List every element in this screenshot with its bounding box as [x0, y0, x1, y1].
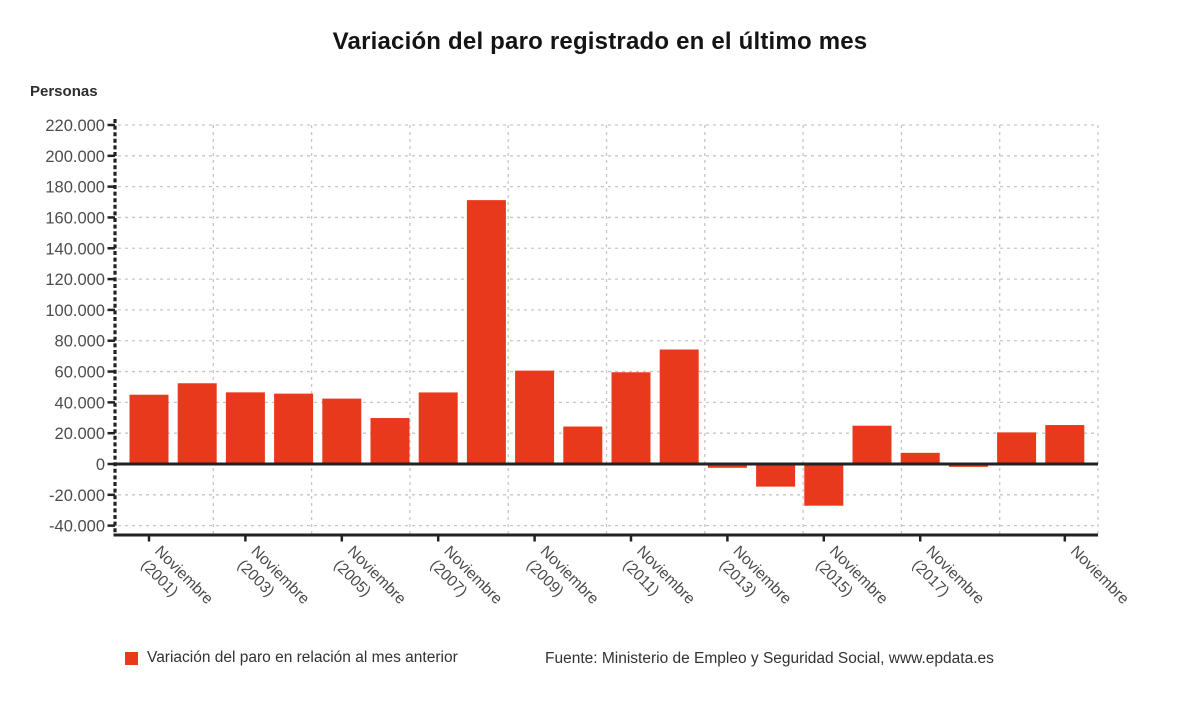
y-tick-label: 160.000 [45, 209, 105, 227]
bar-noviembre-2011 [611, 372, 651, 464]
y-tick-label: 20.000 [55, 425, 105, 443]
x-tick-label: Noviembre(2003) [234, 543, 313, 622]
x-tick-label: Noviembre [1067, 543, 1132, 608]
bar-noviembre-2006 [370, 418, 410, 464]
y-tick-label: 200.000 [45, 148, 105, 166]
bar-noviembre-2009 [515, 370, 555, 464]
x-tick-label: Noviembre(2011) [619, 543, 698, 622]
y-axis-title: Personas [30, 83, 98, 100]
bar-noviembre-2005 [322, 398, 362, 464]
bar-noviembre-2001 [129, 394, 169, 464]
bar-noviembre-2008 [466, 200, 506, 464]
bar-noviembre-2002 [177, 383, 217, 464]
y-tick-label: 100.000 [45, 302, 105, 320]
bar-noviembre-2003 [225, 392, 265, 464]
y-tick-label: 180.000 [45, 179, 105, 197]
bar-noviembre-2004 [274, 393, 314, 464]
y-tick-label: 40.000 [55, 394, 105, 412]
x-tick-label: Noviembre(2013) [716, 543, 795, 622]
x-tick-label: Noviembre(2005) [330, 543, 409, 622]
x-tick-label: Noviembre(2015) [812, 543, 891, 622]
legend-label: Variación del paro en relación al mes an… [147, 649, 458, 666]
bar-noviembre-2019 [997, 432, 1037, 464]
y-tick-label: -40.000 [49, 518, 105, 536]
bar-noviembre-2016 [852, 425, 892, 464]
bar-noviembre-2007 [418, 392, 458, 464]
y-tick-label: 220.000 [45, 117, 105, 135]
y-tick-label: 80.000 [55, 333, 105, 351]
bar-noviembre-2015 [804, 464, 844, 506]
bar-noviembre-2012 [659, 349, 699, 464]
legend: Variación del paro en relación al mes an… [125, 649, 458, 667]
bar-noviembre-2017 [900, 452, 940, 464]
chart-title: Variación del paro registrado en el últi… [332, 28, 868, 55]
y-tick-label: -20.000 [49, 487, 105, 505]
x-tick-label: Noviembre(2017) [909, 543, 988, 622]
bar-noviembre-2020 [1045, 425, 1085, 464]
legend-color-swatch [125, 651, 138, 665]
x-tick-label: Noviembre(2001) [137, 543, 216, 622]
y-tick-label: 60.000 [55, 364, 105, 382]
y-tick-label: 140.000 [45, 240, 105, 258]
source-text: Fuente: Ministerio de Empleo y Seguridad… [545, 650, 994, 667]
bar-noviembre-2014 [756, 464, 796, 487]
y-tick-label: 0 [96, 456, 105, 474]
bar-noviembre-2010 [563, 426, 603, 464]
bar-chart-plot: -40.000 -20.000 0 20.000 40.000 60.000 80.000 1… [45, 117, 1132, 622]
x-tick-label: Noviembre(2007) [427, 543, 506, 622]
x-tick-label: Noviembre(2009) [523, 543, 602, 622]
y-tick-label: 120.000 [45, 271, 105, 289]
bar-noviembre-2013 [707, 464, 747, 468]
